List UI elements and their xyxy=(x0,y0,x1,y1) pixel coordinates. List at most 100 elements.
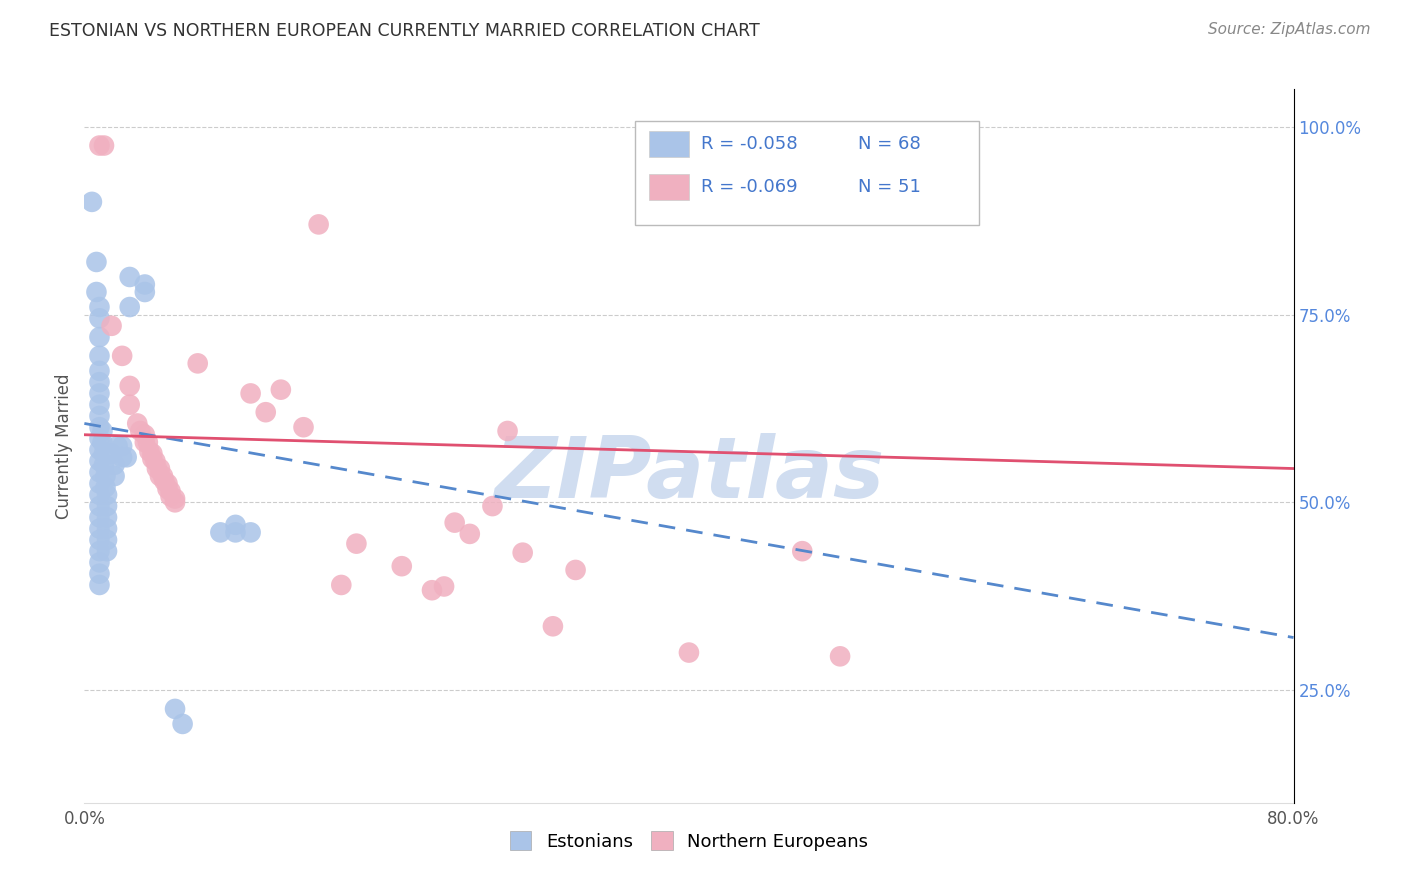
Point xyxy=(118,379,141,393)
Point xyxy=(127,417,149,431)
Point xyxy=(270,383,292,397)
Point xyxy=(187,356,209,370)
Point xyxy=(89,522,111,536)
Point xyxy=(225,525,247,540)
Point xyxy=(292,420,315,434)
Point xyxy=(391,559,413,574)
Point xyxy=(93,138,115,153)
Point xyxy=(239,386,262,401)
Point xyxy=(330,578,353,592)
Point xyxy=(100,446,122,460)
Point xyxy=(118,270,141,285)
Point xyxy=(89,432,111,446)
Point xyxy=(172,717,194,731)
Point xyxy=(89,499,111,513)
Point xyxy=(96,522,118,536)
Point xyxy=(80,194,103,209)
Point xyxy=(134,285,156,299)
Point xyxy=(96,544,118,558)
Point xyxy=(89,465,111,479)
Text: ZIPatlas: ZIPatlas xyxy=(494,433,884,516)
Point xyxy=(89,442,111,457)
Point xyxy=(792,544,814,558)
Point xyxy=(165,491,187,506)
Point xyxy=(830,649,852,664)
Point xyxy=(107,439,129,453)
Point xyxy=(541,619,564,633)
Point xyxy=(118,398,141,412)
Text: R = -0.058: R = -0.058 xyxy=(702,136,797,153)
Point xyxy=(94,480,117,494)
Point xyxy=(149,461,172,475)
Point xyxy=(89,544,111,558)
Point xyxy=(239,525,262,540)
Point xyxy=(96,510,118,524)
Point xyxy=(89,420,111,434)
FancyBboxPatch shape xyxy=(650,131,689,157)
Point xyxy=(152,469,174,483)
Legend: Estonians, Northern Europeans: Estonians, Northern Europeans xyxy=(502,824,876,858)
Point xyxy=(165,702,187,716)
Point xyxy=(104,458,127,472)
Point xyxy=(512,546,534,560)
Point xyxy=(96,499,118,513)
Point xyxy=(141,451,163,466)
Point xyxy=(209,525,232,540)
Point xyxy=(134,427,156,442)
Point xyxy=(136,435,159,450)
Point xyxy=(159,484,181,499)
Point xyxy=(111,349,134,363)
Point xyxy=(104,469,127,483)
Point xyxy=(433,579,456,593)
Point xyxy=(156,482,179,496)
Point xyxy=(93,458,115,472)
Point xyxy=(156,476,179,491)
Point xyxy=(89,409,111,423)
Point xyxy=(89,476,111,491)
Point xyxy=(149,469,172,483)
Point xyxy=(346,536,368,550)
Point xyxy=(129,424,152,438)
Point xyxy=(96,533,118,547)
Text: ESTONIAN VS NORTHERN EUROPEAN CURRENTLY MARRIED CORRELATION CHART: ESTONIAN VS NORTHERN EUROPEAN CURRENTLY … xyxy=(49,22,761,40)
Point xyxy=(420,583,443,598)
Point xyxy=(89,330,111,344)
Text: N = 51: N = 51 xyxy=(858,178,921,196)
Point xyxy=(145,454,167,468)
Point xyxy=(89,488,111,502)
Point xyxy=(165,495,187,509)
Point xyxy=(89,566,111,581)
Point xyxy=(458,527,481,541)
Point xyxy=(89,510,111,524)
Point xyxy=(111,450,134,465)
Point xyxy=(89,300,111,314)
FancyBboxPatch shape xyxy=(634,121,979,225)
Point xyxy=(146,461,169,475)
Point xyxy=(134,277,156,292)
Point xyxy=(496,424,519,438)
Point xyxy=(141,446,163,460)
Point xyxy=(89,138,111,153)
Point xyxy=(89,578,111,592)
Point xyxy=(89,556,111,570)
Point xyxy=(89,398,111,412)
Point xyxy=(86,255,108,269)
Point xyxy=(89,311,111,326)
Point xyxy=(138,444,160,458)
Point xyxy=(89,454,111,468)
Point xyxy=(91,424,114,438)
Point xyxy=(308,218,330,232)
Point xyxy=(100,318,122,333)
Point xyxy=(159,489,181,503)
Point xyxy=(678,646,700,660)
Point xyxy=(225,517,247,532)
Point xyxy=(93,446,115,460)
Point xyxy=(86,285,108,299)
Point xyxy=(89,533,111,547)
Point xyxy=(89,364,111,378)
Point xyxy=(111,439,134,453)
Point xyxy=(89,375,111,389)
Point xyxy=(443,516,465,530)
Point xyxy=(118,300,141,314)
Text: R = -0.069: R = -0.069 xyxy=(702,178,797,196)
